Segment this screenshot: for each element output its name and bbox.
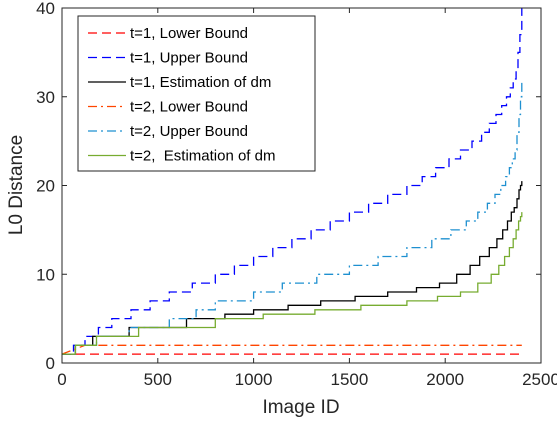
- y-axis-label: L0 Distance: [6, 135, 27, 235]
- legend-label: t=2, Estimation of dm: [130, 148, 275, 165]
- y-tick-label: 40: [36, 0, 55, 18]
- y-tick-label: 10: [36, 265, 55, 284]
- x-tick-label: 2500: [522, 370, 557, 389]
- series-line-3: [62, 181, 523, 355]
- legend-label: t=1, Upper Bound: [130, 50, 248, 67]
- series-line-2: [62, 8, 523, 355]
- y-tick-label: 0: [46, 354, 55, 373]
- series-line-6: [62, 212, 523, 355]
- x-axis-label: Image ID: [262, 397, 339, 418]
- x-tick-label: 1000: [235, 370, 273, 389]
- legend-box: [77, 15, 316, 172]
- legend-label: t=1, Estimation of dm: [130, 74, 271, 91]
- y-tick-label: 30: [36, 88, 55, 107]
- legend-label: t=2, Upper Bound: [130, 123, 248, 140]
- tick-layer: 0 500 1000 1500 2000 2500 0 10 20 30 40: [36, 0, 557, 389]
- x-tick-label: 2000: [426, 370, 464, 389]
- x-tick-label: 0: [57, 370, 66, 389]
- legend-label: t=2, Lower Bound: [130, 99, 248, 116]
- series-line-5: [62, 79, 523, 355]
- legend-label: t=1, Lower Bound: [130, 25, 248, 42]
- series-layer: [61, 8, 523, 355]
- legend: t=1, Lower Bound t=1, Upper Bound t=1, Est…: [77, 15, 316, 172]
- x-tick-label: 1500: [330, 370, 368, 389]
- y-tick-label: 20: [36, 177, 55, 196]
- x-tick-label: 500: [144, 370, 172, 389]
